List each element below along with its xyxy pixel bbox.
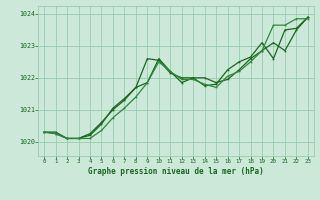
X-axis label: Graphe pression niveau de la mer (hPa): Graphe pression niveau de la mer (hPa) bbox=[88, 167, 264, 176]
